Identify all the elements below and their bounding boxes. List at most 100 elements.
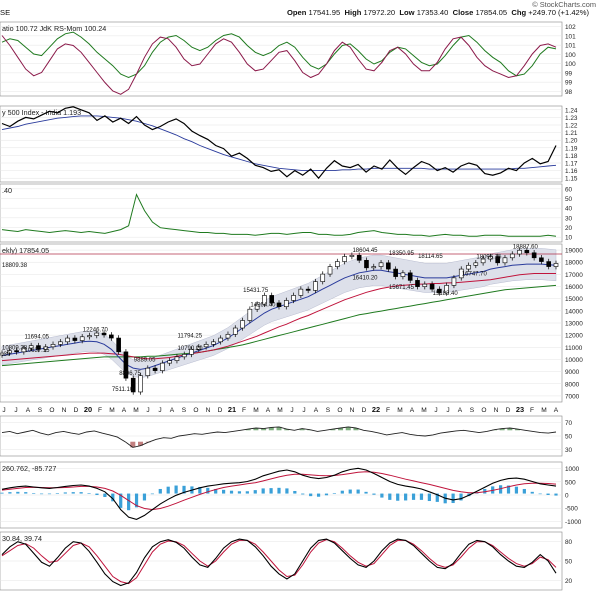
macd-histogram-bar bbox=[506, 485, 511, 494]
macd-histogram-bar bbox=[198, 486, 202, 494]
macd-histogram-bar bbox=[483, 488, 487, 494]
candle-body bbox=[335, 261, 340, 267]
y-tick-label: 1.15 bbox=[565, 176, 578, 183]
y-tick-label: 98 bbox=[565, 89, 573, 96]
macd-histogram-bar bbox=[309, 493, 313, 497]
candle-body bbox=[327, 266, 333, 275]
macd-signal-line bbox=[1, 471, 557, 511]
x-tick-label: F bbox=[530, 407, 534, 414]
macd-histogram-bar bbox=[554, 493, 558, 496]
price-annotation: 16410.20 bbox=[352, 275, 378, 281]
y-tick-label: 50 bbox=[565, 434, 573, 441]
x-tick-label: J bbox=[146, 407, 149, 414]
candle-body bbox=[517, 249, 522, 255]
y-tick-label: 12000 bbox=[565, 333, 583, 340]
price-annotation: .30 bbox=[2, 352, 11, 358]
macd-histogram-bar bbox=[522, 488, 526, 494]
candle-body bbox=[0, 352, 5, 356]
macd-histogram-bar bbox=[538, 493, 542, 495]
macd-histogram-bar bbox=[253, 490, 257, 494]
y-tick-label: 1.16 bbox=[565, 168, 578, 175]
candle-body bbox=[189, 349, 194, 355]
macd-histogram-bar bbox=[356, 489, 360, 494]
y-tick-label: 1.20 bbox=[565, 138, 578, 145]
x-tick-label: 20 bbox=[84, 405, 92, 414]
panel-frame-2 bbox=[0, 183, 563, 243]
candle-body bbox=[79, 336, 85, 341]
y-tick-label: 7000 bbox=[565, 393, 580, 400]
y-tick-label: 40 bbox=[565, 206, 573, 213]
y-tick-label: 100 bbox=[565, 52, 576, 59]
candle-body bbox=[269, 295, 275, 304]
x-tick-label: D bbox=[218, 407, 223, 414]
oscillator-fill bbox=[130, 441, 136, 448]
oscillator-fill bbox=[507, 428, 513, 431]
y-tick-label: 1.24 bbox=[565, 107, 578, 114]
y-tick-label: 14000 bbox=[565, 308, 583, 315]
panel-title: 260.762, -85.727 bbox=[2, 464, 56, 473]
macd-histogram-bar bbox=[546, 493, 550, 495]
candle-body bbox=[138, 375, 143, 393]
y-tick-label: 50 bbox=[565, 196, 573, 203]
candle-body bbox=[276, 302, 282, 307]
y-tick-label: 102 bbox=[565, 24, 576, 31]
x-tick-label: J bbox=[290, 407, 293, 414]
panel-title: y 500 Index - India 1.193 bbox=[2, 108, 81, 117]
macd-histogram-bar bbox=[285, 488, 289, 494]
candle-body bbox=[371, 266, 377, 269]
macd-histogram-bar bbox=[47, 493, 52, 495]
candle-body bbox=[174, 356, 180, 361]
x-tick-label: J bbox=[302, 407, 305, 414]
macd-histogram-bar bbox=[32, 493, 36, 494]
macd-histogram-bar bbox=[174, 485, 178, 494]
candle-body bbox=[123, 351, 129, 379]
y-tick-label: 1.17 bbox=[565, 161, 578, 168]
x-tick-label: A bbox=[314, 407, 319, 414]
price-annotation: 11794.25 bbox=[178, 333, 203, 339]
x-tick-label: A bbox=[170, 407, 175, 414]
candle-body bbox=[94, 332, 100, 336]
x-tick-label: N bbox=[494, 407, 499, 414]
x-tick-label: 23 bbox=[516, 405, 524, 414]
x-tick-label: 21 bbox=[228, 405, 236, 414]
x-tick-label: N bbox=[62, 407, 67, 414]
candle-body bbox=[320, 273, 326, 282]
close-label: Close bbox=[452, 8, 474, 17]
candle-body bbox=[21, 347, 27, 353]
price-annotation: 18350.95 bbox=[389, 251, 415, 257]
price-annotation: 18096.15 bbox=[476, 254, 502, 260]
price-annotation: 18809.38 bbox=[2, 263, 28, 269]
oscillator-fill bbox=[515, 429, 521, 431]
x-tick-label: O bbox=[481, 407, 486, 414]
x-tick-label: D bbox=[362, 407, 367, 414]
macd-histogram-bar bbox=[427, 493, 431, 502]
macd-histogram-bar bbox=[87, 493, 91, 494]
x-tick-label: M bbox=[253, 407, 259, 414]
candle-body bbox=[283, 300, 289, 307]
x-tick-label: F bbox=[98, 407, 102, 414]
candle-body bbox=[87, 335, 92, 338]
x-tick-label: M bbox=[541, 407, 547, 414]
macd-histogram-bar bbox=[301, 493, 305, 495]
y-tick-label: 1000 bbox=[565, 466, 580, 473]
macd-histogram-bar bbox=[55, 493, 59, 494]
x-tick-label: O bbox=[193, 407, 198, 414]
y-tick-label: 50 bbox=[565, 559, 573, 566]
candle-body bbox=[291, 295, 296, 301]
y-tick-label: 20 bbox=[565, 225, 573, 232]
chg-label: Chg bbox=[511, 8, 527, 17]
watermark: © StockCharts.com bbox=[532, 0, 596, 9]
x-tick-label: A bbox=[554, 407, 559, 414]
macd-histogram-bar bbox=[127, 493, 131, 511]
macd-histogram-bar bbox=[332, 493, 336, 494]
x-tick-label: A bbox=[266, 407, 271, 414]
candle-body bbox=[313, 281, 318, 291]
candle-body bbox=[305, 288, 311, 291]
x-tick-label: M bbox=[421, 407, 427, 414]
candle-body bbox=[400, 272, 406, 277]
x-tick-label: J bbox=[434, 407, 437, 414]
macd-histogram-bar bbox=[411, 493, 416, 500]
x-tick-label: A bbox=[26, 407, 31, 414]
macd-histogram-bar bbox=[277, 487, 281, 494]
candle-body bbox=[247, 308, 253, 321]
